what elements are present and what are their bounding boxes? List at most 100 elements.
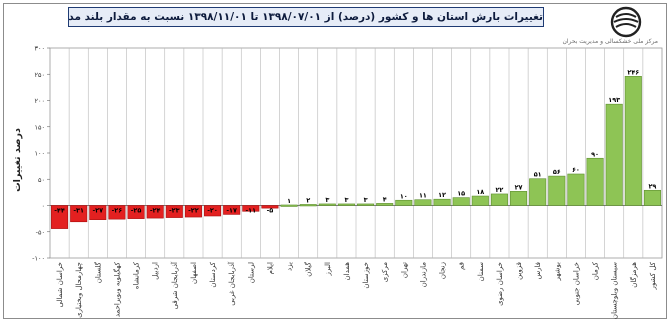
bar	[165, 205, 183, 218]
bar	[586, 157, 604, 206]
category-label: همدان	[343, 262, 351, 281]
category-label: مازندران	[419, 262, 427, 288]
data-label: -۲۰	[207, 207, 218, 215]
data-label: ۲۹	[648, 182, 656, 190]
category-label: گلستان	[93, 261, 102, 283]
data-label: -۳۱	[73, 207, 84, 215]
bar	[433, 198, 451, 206]
category-label: اردبیل	[152, 262, 160, 280]
y-tick-label: -۵۰	[36, 228, 45, 236]
data-label: -۲۷	[92, 207, 103, 215]
y-tick-label: ۳۰۰	[35, 45, 45, 53]
category-label: چهارمحال وبختیاری	[75, 262, 83, 318]
value-labels: -۴۴ -۳۱ -۲۷ -۲۶ -۲۵ -۲۴ -۲۳ -۲۲ -۲۰ -۱۷ -۱۱ -۵ ۱ ۲ ۳ ۳ ۳…	[54, 68, 656, 214]
bar	[624, 76, 642, 206]
data-label: ۲	[306, 196, 310, 204]
data-label: ۲۲	[495, 186, 503, 194]
bar	[127, 205, 145, 219]
bar	[471, 195, 489, 206]
data-label: ۵۶	[553, 168, 561, 176]
category-label: آذربایجان شرقی	[170, 261, 179, 309]
category-label: کرمانشاه	[133, 261, 141, 289]
bar	[242, 205, 260, 212]
y-tick-label: ۱۵۰	[35, 123, 45, 131]
bar	[299, 204, 317, 207]
data-label: ۳	[325, 196, 329, 204]
category-label: گیلان	[304, 261, 313, 276]
bar	[357, 203, 375, 206]
data-label: ۱۰	[400, 192, 408, 200]
bar	[643, 189, 661, 206]
bar	[567, 173, 585, 206]
bar	[108, 205, 126, 220]
bar	[146, 205, 164, 219]
data-label: -۲۵	[131, 207, 142, 215]
category-label: مرکزی	[381, 262, 389, 283]
data-label: ۱۹۳	[608, 96, 620, 104]
data-label: ۶۰	[572, 166, 580, 174]
category-label: زنجان	[439, 262, 447, 279]
bar	[529, 178, 547, 206]
data-label: -۵	[267, 207, 274, 215]
bar	[510, 191, 528, 206]
category-label: اصفهان	[190, 262, 198, 284]
category-label: هرمزگان	[629, 262, 638, 288]
data-label: -۴۴	[54, 207, 65, 215]
bar	[204, 205, 222, 217]
category-label: قم	[458, 262, 466, 270]
category-label: خراسان رضوی	[496, 262, 504, 306]
category-label: کرمان	[592, 261, 600, 280]
bar	[414, 199, 432, 206]
category-label: لرستان	[247, 262, 255, 283]
y-tick-label: ۱۰۰	[35, 150, 45, 158]
category-label: آذربایجان غربی	[227, 261, 236, 306]
bar	[376, 203, 394, 206]
data-label: -۲۶	[112, 207, 123, 215]
category-label: یزد	[286, 262, 294, 271]
organization-logo-icon	[610, 6, 642, 38]
organization-name: مرکز ملی خشکسالی و مدیریت بحران	[562, 38, 658, 45]
category-label: ایلام	[266, 262, 274, 274]
bar	[337, 203, 355, 206]
data-label: -۱۱	[245, 207, 256, 215]
data-label: ۳	[344, 196, 348, 204]
data-label: ۵۱	[534, 171, 542, 179]
chart-grid	[49, 47, 663, 259]
chart-frame	[3, 3, 667, 319]
category-label: البرز	[324, 262, 332, 276]
data-label: ۳	[364, 196, 368, 204]
category-label: خوزستان	[362, 262, 370, 289]
data-label: -۱۷	[226, 207, 237, 215]
bar	[184, 205, 202, 218]
data-label: -۲۲	[188, 207, 199, 215]
bar	[395, 199, 413, 206]
y-tick-label: -۱۰۰	[32, 255, 45, 263]
category-label: سمنان	[477, 262, 485, 281]
bar	[452, 197, 470, 206]
category-label: کردستان	[209, 261, 217, 287]
bar	[261, 205, 279, 209]
data-label: ۱	[287, 197, 291, 205]
y-axis-label: درصد تغییرات	[12, 128, 23, 192]
chart-title: تغییرات بارش استان ها و کشور (درصد) از ۱…	[68, 7, 544, 27]
data-label: ۲۴۶	[627, 68, 639, 76]
category-label: قزوین	[515, 262, 523, 280]
data-label: -۲۴	[150, 207, 161, 215]
category-label: سیستان وبلوچستان	[611, 262, 619, 319]
x-axis: خراسان شمالی چهارمحال وبختیاری گلستان کهگیل…	[56, 261, 657, 319]
bar	[280, 204, 298, 207]
y-tick-label: ۲۵۰	[35, 71, 45, 79]
data-label: -۲۳	[169, 207, 180, 215]
category-label: فارس	[534, 262, 542, 279]
y-tick-label: ۰	[42, 202, 46, 210]
category-label: کهگیلویه وبویراحمد	[112, 261, 121, 317]
y-axis: -۱۰۰ -۵۰ ۰ ۵۰ ۱۰۰ ۱۵۰ ۲۰۰ ۲۵۰ ۳۰۰	[32, 45, 50, 263]
data-label: ۹۰	[591, 150, 599, 158]
data-label: ۱۱	[419, 192, 427, 200]
bar	[605, 103, 623, 206]
category-label: کل کشور	[649, 261, 657, 290]
chart-bars	[51, 76, 661, 229]
data-label: ۲۷	[515, 183, 523, 191]
category-label: خراسان شمالی	[56, 262, 64, 308]
